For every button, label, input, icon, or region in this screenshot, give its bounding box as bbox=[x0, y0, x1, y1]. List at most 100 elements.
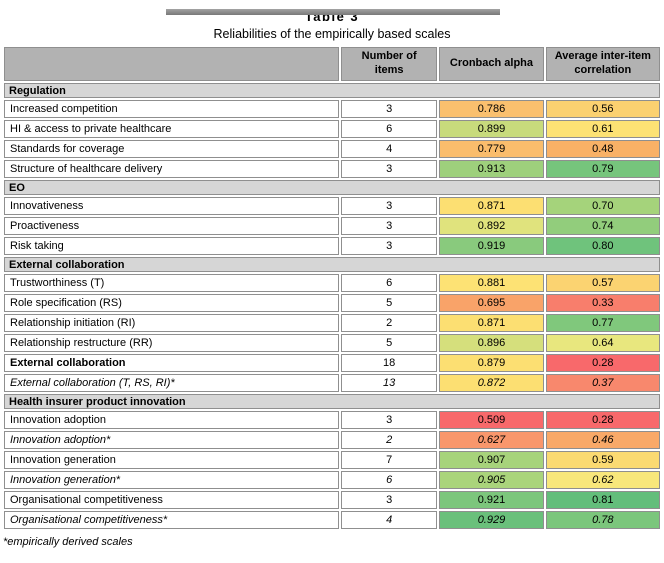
table-row: Increased competition 3 0.786 0.56 bbox=[4, 100, 660, 118]
row-label: HI & access to private healthcare bbox=[4, 120, 340, 138]
cronbach-alpha-cell: 0.892 bbox=[439, 217, 544, 235]
row-label: Relationship restructure (RR) bbox=[4, 334, 340, 352]
row-label: Innovation generation bbox=[4, 451, 340, 469]
row-label: Innovation adoption bbox=[4, 411, 340, 429]
inter-item-correlation-cell: 0.79 bbox=[545, 160, 660, 178]
table-row: Organisational competitiveness 3 0.921 0.81 bbox=[4, 491, 660, 509]
items-cell: 5 bbox=[341, 294, 438, 312]
inter-item-correlation-cell: 0.80 bbox=[545, 237, 660, 255]
items-cell: 4 bbox=[341, 511, 438, 529]
column-header-cronbach-alpha: Cronbach alpha bbox=[439, 47, 544, 81]
cronbach-alpha-cell: 0.872 bbox=[439, 374, 544, 392]
row-label: Innovation generation* bbox=[4, 471, 340, 489]
cronbach-alpha-cell: 0.871 bbox=[439, 197, 544, 215]
cronbach-alpha-cell: 0.695 bbox=[439, 294, 544, 312]
row-label: Trustworthiness (T) bbox=[4, 274, 340, 292]
cronbach-alpha-cell: 0.896 bbox=[439, 334, 544, 352]
inter-item-correlation-cell: 0.37 bbox=[545, 374, 660, 392]
column-header-scale bbox=[4, 47, 340, 81]
inter-item-correlation-cell: 0.57 bbox=[545, 274, 660, 292]
page-subtitle: Reliabilities of the empirically based s… bbox=[213, 27, 451, 41]
table-row: HI & access to private healthcare 6 0.899 0… bbox=[4, 120, 660, 138]
inter-item-correlation-cell: 0.46 bbox=[545, 431, 660, 449]
table-row: Proactiveness 3 0.892 0.74 bbox=[4, 217, 660, 235]
row-label: Structure of healthcare delivery bbox=[4, 160, 340, 178]
table-row: Role specification (RS) 5 0.695 0.33 bbox=[4, 294, 660, 312]
section-row: Health insurer product innovation bbox=[4, 394, 660, 409]
table-header-row: Number of items Cronbach alpha Average i… bbox=[4, 47, 660, 81]
table-row: Organisational competitiveness* 4 0.929 0.7… bbox=[4, 511, 660, 529]
table-row: Structure of healthcare delivery 3 0.913 0.… bbox=[4, 160, 660, 178]
row-label: Relationship initiation (RI) bbox=[4, 314, 340, 332]
table-row: External collaboration 18 0.879 0.28 bbox=[4, 354, 660, 372]
section-row: Regulation bbox=[4, 83, 660, 98]
items-cell: 3 bbox=[341, 160, 438, 178]
table-row: Relationship restructure (RR) 5 0.896 0.64 bbox=[4, 334, 660, 352]
cronbach-alpha-cell: 0.879 bbox=[439, 354, 544, 372]
items-cell: 3 bbox=[341, 217, 438, 235]
table-row: Relationship initiation (RI) 2 0.871 0.77 bbox=[4, 314, 660, 332]
row-label: Innovativeness bbox=[4, 197, 340, 215]
row-label: Organisational competitiveness bbox=[4, 491, 340, 509]
cronbach-alpha-cell: 0.919 bbox=[439, 237, 544, 255]
inter-item-correlation-cell: 0.77 bbox=[545, 314, 660, 332]
inter-item-correlation-cell: 0.59 bbox=[545, 451, 660, 469]
items-cell: 3 bbox=[341, 197, 438, 215]
cronbach-alpha-cell: 0.929 bbox=[439, 511, 544, 529]
row-label: Innovation adoption* bbox=[4, 431, 340, 449]
row-label: Standards for coverage bbox=[4, 140, 340, 158]
items-cell: 3 bbox=[341, 237, 438, 255]
inter-item-correlation-cell: 0.33 bbox=[545, 294, 660, 312]
column-header-number-of-items: Number of items bbox=[341, 47, 438, 81]
inter-item-correlation-cell: 0.56 bbox=[545, 100, 660, 118]
footnote: *empirically derived scales bbox=[3, 536, 133, 548]
cronbach-alpha-cell: 0.881 bbox=[439, 274, 544, 292]
row-label: Risk taking bbox=[4, 237, 340, 255]
reliability-table: Number of items Cronbach alpha Average i… bbox=[2, 45, 662, 531]
cronbach-alpha-cell: 0.907 bbox=[439, 451, 544, 469]
items-cell: 3 bbox=[341, 100, 438, 118]
cronbach-alpha-cell: 0.627 bbox=[439, 431, 544, 449]
table-row: Innovation adoption 3 0.509 0.28 bbox=[4, 411, 660, 429]
table-row: Innovativeness 3 0.871 0.70 bbox=[4, 197, 660, 215]
items-cell: 4 bbox=[341, 140, 438, 158]
inter-item-correlation-cell: 0.62 bbox=[545, 471, 660, 489]
table-row: External collaboration (T, RS, RI)* 13 0.8… bbox=[4, 374, 660, 392]
table-row: Innovation generation 7 0.907 0.59 bbox=[4, 451, 660, 469]
section-row: EO bbox=[4, 180, 660, 195]
inter-item-correlation-cell: 0.74 bbox=[545, 217, 660, 235]
inter-item-correlation-cell: 0.61 bbox=[545, 120, 660, 138]
inter-item-correlation-cell: 0.28 bbox=[545, 354, 660, 372]
row-label: Increased competition bbox=[4, 100, 340, 118]
cronbach-alpha-cell: 0.913 bbox=[439, 160, 544, 178]
cronbach-alpha-cell: 0.509 bbox=[439, 411, 544, 429]
section-label: Health insurer product innovation bbox=[4, 394, 660, 409]
section-label: External collaboration bbox=[4, 257, 660, 272]
inter-item-correlation-cell: 0.28 bbox=[545, 411, 660, 429]
inter-item-correlation-cell: 0.78 bbox=[545, 511, 660, 529]
items-cell: 6 bbox=[341, 274, 438, 292]
column-header-avg-interitem-correlation: Average inter-item correlation bbox=[545, 47, 660, 81]
table-row: Trustworthiness (T) 6 0.881 0.57 bbox=[4, 274, 660, 292]
table-row: Innovation generation* 6 0.905 0.62 bbox=[4, 471, 660, 489]
section-row: External collaboration bbox=[4, 257, 660, 272]
items-cell: 6 bbox=[341, 471, 438, 489]
cronbach-alpha-cell: 0.921 bbox=[439, 491, 544, 509]
inter-item-correlation-cell: 0.81 bbox=[545, 491, 660, 509]
row-label: Proactiveness bbox=[4, 217, 340, 235]
items-cell: 2 bbox=[341, 314, 438, 332]
items-cell: 3 bbox=[341, 411, 438, 429]
row-label: Organisational competitiveness* bbox=[4, 511, 340, 529]
items-cell: 2 bbox=[341, 431, 438, 449]
row-label: External collaboration bbox=[4, 354, 340, 372]
items-cell: 7 bbox=[341, 451, 438, 469]
inter-item-correlation-cell: 0.48 bbox=[545, 140, 660, 158]
section-label: EO bbox=[4, 180, 660, 195]
table-row: Innovation adoption* 2 0.627 0.46 bbox=[4, 431, 660, 449]
items-cell: 13 bbox=[341, 374, 438, 392]
section-label: Regulation bbox=[4, 83, 660, 98]
row-label: Role specification (RS) bbox=[4, 294, 340, 312]
items-cell: 5 bbox=[341, 334, 438, 352]
items-cell: 18 bbox=[341, 354, 438, 372]
inter-item-correlation-cell: 0.64 bbox=[545, 334, 660, 352]
